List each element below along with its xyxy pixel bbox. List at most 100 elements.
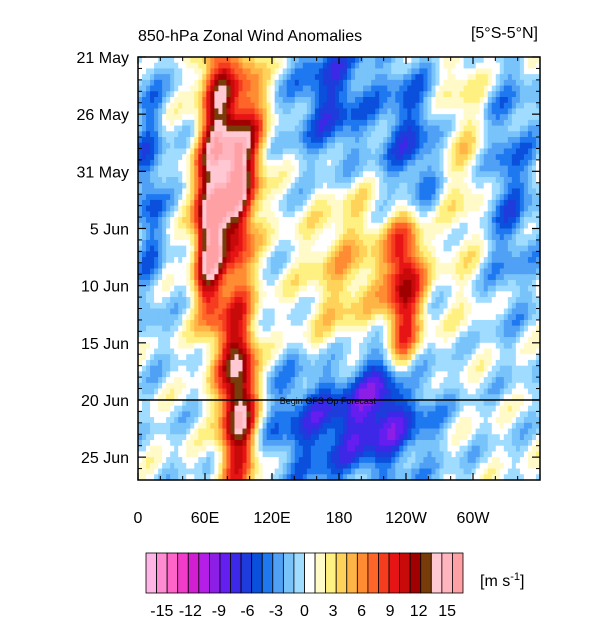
heatmap-cell	[274, 102, 280, 110]
heatmap-cell	[399, 228, 404, 235]
heatmap-cell	[262, 159, 268, 167]
heatmap-cell	[286, 211, 292, 218]
heatmap-cell	[262, 314, 268, 321]
heatmap-cell	[535, 142, 541, 150]
heatmap-cell	[463, 314, 469, 321]
heatmap-cell	[142, 291, 147, 298]
heatmap-cell	[463, 102, 469, 110]
heatmap-cell	[423, 251, 429, 258]
heatmap-cell	[194, 154, 199, 161]
heatmap-cell	[447, 205, 453, 212]
heatmap-cell	[310, 57, 316, 64]
heatmap-cell	[487, 85, 493, 92]
heatmap-cell	[330, 102, 336, 110]
heatmap-cell	[290, 137, 296, 144]
heatmap-cell	[306, 285, 312, 292]
heatmap-cell	[487, 337, 493, 344]
heatmap-cell	[290, 291, 296, 298]
heatmap-cell	[242, 239, 248, 247]
heatmap-cell	[511, 217, 517, 224]
heatmap-cell	[467, 274, 473, 281]
heatmap-cell	[222, 194, 228, 201]
heatmap-cell	[523, 79, 529, 87]
heatmap-cell	[427, 97, 433, 104]
heatmap-cell	[363, 245, 368, 252]
heatmap-cell	[158, 302, 163, 310]
heatmap-cell	[182, 108, 187, 115]
heatmap-cell	[363, 262, 368, 270]
heatmap-cell	[383, 68, 388, 75]
heatmap-cell	[258, 165, 264, 172]
heatmap-cell	[479, 57, 485, 64]
heatmap-cell	[395, 142, 400, 150]
heatmap-cell	[407, 102, 412, 110]
heatmap-cell	[507, 125, 513, 132]
heatmap-cell	[310, 217, 316, 224]
heatmap-cell	[186, 268, 191, 275]
heatmap-cell	[499, 142, 505, 150]
heatmap-cell	[483, 262, 489, 270]
heatmap-cell	[278, 251, 284, 258]
heatmap-cell	[435, 177, 441, 184]
heatmap-cell	[282, 108, 288, 115]
heatmap-cell	[343, 245, 348, 252]
heatmap-cell	[154, 97, 159, 104]
heatmap-cell	[483, 337, 489, 344]
heatmap-cell	[431, 119, 437, 127]
heatmap-cell	[158, 194, 163, 201]
heatmap-cell	[302, 171, 308, 178]
heatmap-cell	[198, 337, 203, 344]
heatmap-cell	[455, 171, 461, 178]
heatmap-cell	[515, 148, 521, 155]
heatmap-cell	[495, 159, 501, 167]
heatmap-cell	[387, 337, 392, 344]
heatmap-cell	[451, 182, 457, 190]
heatmap-cell	[218, 291, 224, 298]
heatmap-cell	[507, 159, 513, 167]
heatmap-cell	[178, 199, 183, 207]
heatmap-cell	[387, 137, 392, 144]
heatmap-cell	[379, 91, 384, 98]
heatmap-cell	[427, 331, 433, 338]
heatmap-cell	[278, 314, 284, 321]
heatmap-cell	[294, 102, 300, 110]
heatmap-cell	[411, 97, 416, 104]
heatmap-cell	[383, 119, 388, 127]
heatmap-cell	[351, 62, 356, 70]
heatmap-cell	[367, 97, 372, 104]
heatmap-cell	[423, 331, 429, 338]
heatmap-cell	[423, 319, 429, 327]
heatmap-cell	[363, 119, 368, 127]
heatmap-cell	[290, 279, 296, 287]
heatmap-cell	[419, 279, 425, 287]
heatmap-cell	[407, 239, 412, 247]
heatmap-cell	[515, 194, 521, 201]
heatmap-cell	[487, 268, 493, 275]
heatmap-cell	[359, 331, 364, 338]
heatmap-cell	[242, 268, 248, 275]
heatmap-cell	[431, 325, 437, 332]
heatmap-cell	[391, 319, 396, 327]
heatmap-cell	[495, 337, 501, 344]
heatmap-cell	[210, 262, 215, 270]
heatmap-cell	[242, 337, 248, 344]
heatmap-cell	[479, 257, 485, 264]
heatmap-cell	[194, 108, 199, 115]
heatmap-cell	[162, 297, 167, 304]
heatmap-cell	[395, 251, 400, 258]
heatmap-cell	[162, 125, 167, 132]
heatmap-cell	[286, 285, 292, 292]
heatmap-cell	[487, 91, 493, 98]
heatmap-cell	[254, 274, 260, 281]
heatmap-cell	[210, 114, 215, 121]
heatmap-cell	[487, 331, 493, 338]
heatmap-cell	[222, 268, 228, 275]
heatmap-cell	[150, 331, 155, 338]
heatmap-cell	[238, 74, 244, 81]
heatmap-cell	[535, 285, 541, 292]
heatmap-cell	[383, 205, 388, 212]
heatmap-cell	[146, 177, 151, 184]
heatmap-cell	[190, 285, 195, 292]
heatmap-cell	[403, 171, 408, 178]
heatmap-cell	[290, 199, 296, 207]
